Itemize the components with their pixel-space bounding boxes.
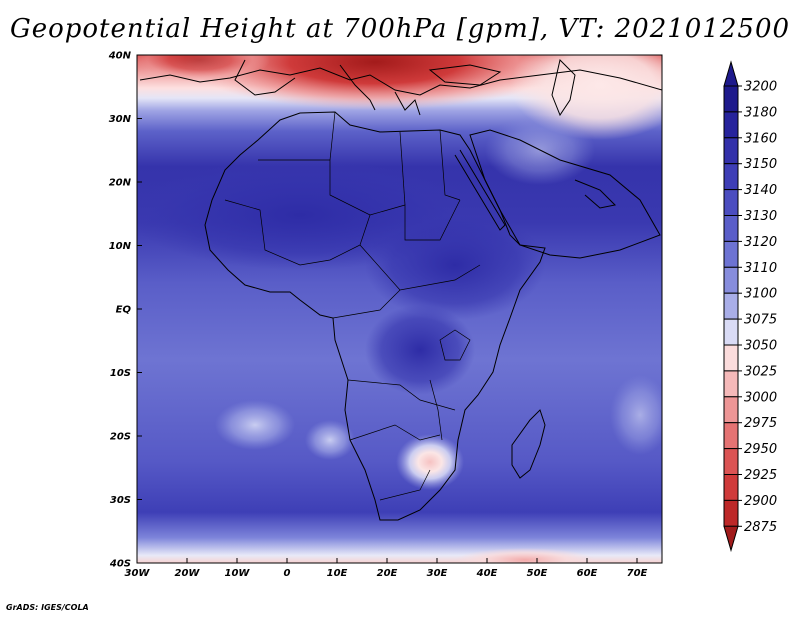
colorbar-swatch	[723, 448, 739, 476]
black-sea	[428, 64, 502, 86]
colorbar-label: 3100	[744, 287, 777, 302]
axes: 30W 20W 10W 0 10E 20E 30E 40E 50E 60E 70E 40N 30N 20N…	[108, 51, 648, 580]
colorbar-label: 3050	[744, 339, 777, 354]
persian-gulf	[574, 179, 617, 209]
colorbar-label: 3120	[744, 235, 777, 250]
colorbar-swatch	[723, 266, 739, 294]
country-borders	[224, 111, 481, 501]
lon-tick-label: 10W	[225, 568, 251, 579]
colorbar-label: 3140	[744, 183, 777, 198]
colorbar-label: 3000	[744, 390, 777, 405]
colorbar-label: 3075	[744, 313, 777, 328]
lon-tick-label: 20W	[175, 568, 201, 579]
colorbar-label: 2925	[744, 468, 777, 483]
colorbar-label: 3200	[744, 80, 777, 95]
italy-coast	[339, 64, 376, 111]
iberia-coast	[234, 59, 296, 96]
lat-tick-label: 10S	[110, 368, 131, 379]
lat-tick-label: 30S	[110, 495, 131, 506]
colorbar-swatch	[723, 240, 739, 268]
lat-tick-label: 40S	[109, 559, 131, 570]
lat-tick-label: 20S	[110, 432, 131, 443]
caspian-sea	[551, 59, 576, 117]
colorbar-label: 3150	[744, 157, 777, 172]
colorbar-label: 3110	[744, 261, 777, 276]
africa-coastline	[204, 111, 546, 521]
colorbar-swatch	[723, 318, 739, 346]
lon-tick-label: 30E	[427, 568, 448, 579]
colorbar-label: 3180	[744, 105, 777, 120]
map-title: Geopotential Height at 700hPa [gpm], VT:…	[9, 14, 791, 44]
lon-tick-label: 10E	[327, 568, 348, 579]
colorbar-label: 3130	[744, 209, 777, 224]
colorbar-swatch	[723, 370, 739, 398]
height-field	[137, 55, 662, 563]
colorbar-swatch	[723, 292, 739, 320]
colorbar-label: 2975	[744, 416, 777, 431]
lon-tick-label: 30W	[125, 568, 151, 579]
colorbar-swatch	[723, 111, 739, 139]
lat-tick-label: 40N	[108, 51, 132, 62]
colorbar-swatch	[723, 396, 739, 424]
colorbar-swatch	[723, 422, 739, 450]
colorbar-label: 3025	[744, 364, 777, 379]
europe-coast	[139, 67, 662, 96]
colorbar-swatch	[723, 344, 739, 372]
colorbar: 3200 3180 3160 3150 3140 3130 3120 3110 3100 3075…	[723, 60, 777, 553]
arabian-peninsula	[469, 129, 661, 259]
lat-tick-label: 10N	[109, 241, 132, 252]
lon-tick-label: 70E	[627, 568, 648, 579]
colorbar-label: 3160	[744, 131, 777, 146]
lat-tick-label: 20N	[109, 178, 132, 189]
red-sea	[454, 149, 506, 231]
colorbar-swatch	[723, 137, 739, 165]
madagascar-outline	[511, 409, 546, 479]
lat-tick-label: EQ	[116, 305, 132, 316]
colorbar-swatch	[723, 189, 739, 217]
colorbar-top-arrow	[723, 60, 739, 87]
colorbar-swatch	[723, 499, 739, 527]
lon-tick-label: 20E	[377, 568, 398, 579]
lon-tick-label: 50E	[527, 568, 548, 579]
lon-tick-label: 40E	[476, 568, 498, 579]
colorbar-label: 2875	[744, 520, 777, 535]
lon-tick-label: 60E	[577, 568, 598, 579]
colorbar-label: 2900	[744, 494, 777, 509]
colorbar-swatch	[723, 474, 739, 501]
lon-tick-label: 0	[284, 568, 291, 579]
colorbar-bottom-arrow	[723, 525, 739, 553]
colorbar-swatch	[723, 163, 739, 191]
colorbar-label: 2950	[744, 442, 777, 457]
coastlines	[139, 59, 662, 521]
credit-text: GrADS: IGES/COLA	[6, 603, 89, 612]
colorbar-swatch	[723, 85, 739, 113]
greece-coast	[394, 91, 421, 116]
lat-tick-label: 30N	[109, 114, 132, 125]
colorbar-swatch	[723, 215, 739, 242]
